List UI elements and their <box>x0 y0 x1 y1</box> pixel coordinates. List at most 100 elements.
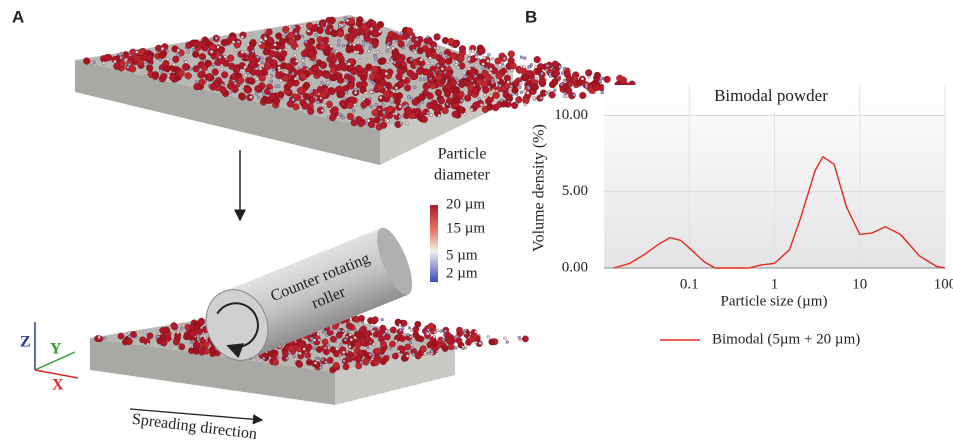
particle <box>424 47 432 55</box>
particle <box>287 38 296 46</box>
particle <box>348 345 352 349</box>
particle <box>551 78 559 86</box>
particle <box>456 326 463 334</box>
particle <box>560 82 564 87</box>
particle <box>288 25 292 29</box>
particle <box>184 72 192 80</box>
particle <box>255 66 259 71</box>
particle <box>163 65 171 73</box>
particle <box>205 73 213 81</box>
particle <box>354 25 359 30</box>
particle <box>428 56 432 60</box>
particle <box>426 341 434 349</box>
particle <box>346 101 354 109</box>
particle <box>200 64 209 72</box>
particle <box>489 67 493 72</box>
particle <box>246 42 250 47</box>
particle <box>371 65 379 73</box>
particle <box>336 43 341 47</box>
particle <box>181 63 190 71</box>
particle <box>299 72 307 80</box>
particle <box>304 352 312 359</box>
particle <box>355 81 363 89</box>
particle <box>157 331 161 336</box>
particle <box>382 90 390 98</box>
particle <box>366 345 370 350</box>
particle <box>342 350 346 354</box>
particle <box>380 340 387 348</box>
particle <box>488 71 492 75</box>
particle <box>441 338 445 342</box>
particle <box>386 119 390 123</box>
particle <box>192 65 200 73</box>
particle <box>395 92 403 100</box>
particle <box>301 58 305 63</box>
particle <box>441 345 449 352</box>
particle <box>214 36 219 40</box>
particle <box>464 94 472 102</box>
particle <box>305 343 313 351</box>
particle <box>329 366 337 374</box>
particle <box>331 106 339 114</box>
particle <box>326 356 334 364</box>
particle <box>258 41 262 46</box>
particle <box>299 108 303 112</box>
colorbar-label: 20 µm <box>446 196 485 212</box>
particle <box>519 90 524 94</box>
particle <box>492 104 500 112</box>
particle <box>424 59 429 64</box>
particle <box>356 35 360 39</box>
particle <box>562 66 567 71</box>
particle <box>523 56 527 60</box>
particle <box>191 48 196 52</box>
particle <box>420 115 428 123</box>
particle <box>366 119 371 123</box>
particle <box>337 55 345 63</box>
particle <box>343 16 348 20</box>
particle <box>406 43 410 48</box>
particle <box>357 119 365 127</box>
particle <box>371 109 379 117</box>
particle <box>217 41 222 45</box>
title-box <box>695 82 847 112</box>
particle <box>267 74 271 79</box>
particle <box>164 335 172 342</box>
particle <box>328 16 336 24</box>
particle <box>280 50 288 58</box>
particle <box>430 61 434 66</box>
particle <box>392 89 396 93</box>
particle <box>176 330 180 335</box>
particle <box>219 86 227 94</box>
particle <box>275 32 283 40</box>
particle <box>478 47 486 55</box>
particle <box>315 356 319 360</box>
particle <box>451 110 459 118</box>
particle <box>337 112 342 117</box>
particle <box>334 64 342 72</box>
particle <box>494 57 502 65</box>
particle <box>249 95 253 99</box>
particle <box>420 100 424 104</box>
particle <box>184 324 192 331</box>
particle <box>337 76 345 84</box>
particle <box>274 84 278 89</box>
particle <box>300 50 308 58</box>
particle <box>156 335 160 339</box>
particle <box>355 362 363 370</box>
x-tick-label: 0.1 <box>680 276 699 292</box>
particle <box>173 338 180 346</box>
particle <box>316 100 320 104</box>
particle <box>356 40 361 44</box>
particle <box>463 112 467 116</box>
particle <box>471 87 480 95</box>
particle <box>372 342 376 346</box>
particle <box>360 74 368 82</box>
particle <box>256 55 260 59</box>
particle <box>329 114 337 122</box>
particle <box>296 361 304 368</box>
particle <box>137 48 145 56</box>
particle <box>273 97 281 105</box>
particle <box>489 94 493 98</box>
particle <box>344 78 348 83</box>
particle <box>334 86 342 94</box>
